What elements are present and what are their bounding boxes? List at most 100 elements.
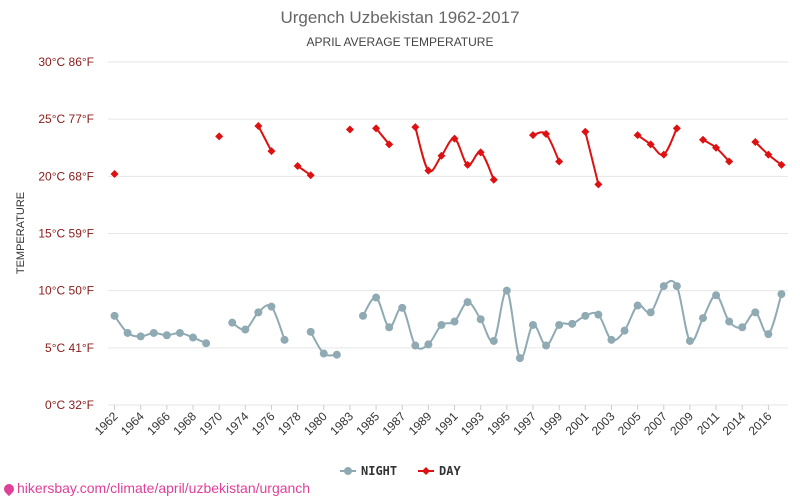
- data-point-day[interactable]: [725, 157, 734, 166]
- data-point-night[interactable]: [515, 354, 524, 363]
- watermark[interactable]: hikersbay.com/climate/april/uzbekistan/u…: [1, 480, 310, 497]
- data-point-night[interactable]: [594, 310, 603, 319]
- data-point-day[interactable]: [659, 150, 668, 159]
- data-point-day[interactable]: [110, 170, 119, 179]
- data-point-day[interactable]: [450, 134, 459, 143]
- x-tick-label: 1966: [144, 409, 173, 438]
- data-point-night[interactable]: [136, 332, 145, 341]
- data-point-night[interactable]: [319, 349, 328, 358]
- data-point-day[interactable]: [215, 132, 224, 141]
- data-point-day[interactable]: [476, 148, 485, 157]
- data-point-day[interactable]: [267, 147, 276, 156]
- data-point-night[interactable]: [437, 320, 446, 329]
- x-tick-label: 1991: [432, 409, 461, 438]
- data-point-night[interactable]: [228, 318, 237, 327]
- legend-item-day[interactable]: DAY: [418, 464, 461, 478]
- data-point-night[interactable]: [529, 320, 537, 329]
- data-point-day[interactable]: [372, 124, 381, 133]
- data-point-night[interactable]: [110, 311, 119, 320]
- data-point-day[interactable]: [463, 160, 472, 169]
- data-point-night[interactable]: [555, 320, 564, 329]
- data-point-night[interactable]: [385, 323, 394, 332]
- data-point-night[interactable]: [254, 308, 263, 317]
- data-point-day[interactable]: [633, 131, 642, 140]
- data-point-night[interactable]: [489, 336, 498, 345]
- data-point-day[interactable]: [646, 140, 655, 149]
- data-point-day[interactable]: [751, 138, 760, 147]
- data-point-day[interactable]: [489, 175, 498, 184]
- data-point-night[interactable]: [568, 319, 577, 328]
- x-tick-label: 1968: [170, 409, 199, 438]
- data-point-night[interactable]: [633, 301, 642, 310]
- data-point-night[interactable]: [189, 333, 197, 342]
- data-point-day[interactable]: [254, 122, 263, 131]
- data-point-night[interactable]: [241, 325, 250, 334]
- y-tick-label: 0°C 32°F: [45, 398, 94, 412]
- x-tick-label: 1980: [301, 409, 330, 438]
- data-point-night[interactable]: [777, 290, 786, 299]
- data-point-night[interactable]: [359, 311, 367, 320]
- data-point-day[interactable]: [699, 135, 707, 144]
- x-tick-label: 1989: [406, 409, 435, 438]
- data-point-day[interactable]: [437, 151, 446, 160]
- x-tick-label: 2007: [641, 409, 670, 438]
- x-tick-label: 1993: [458, 409, 487, 438]
- data-point-day[interactable]: [764, 150, 773, 159]
- x-tick-label: 1970: [196, 409, 225, 438]
- data-point-day[interactable]: [777, 160, 786, 169]
- data-point-night[interactable]: [764, 330, 773, 339]
- data-point-day[interactable]: [293, 162, 302, 171]
- legend-item-night[interactable]: NIGHT: [340, 464, 397, 478]
- data-point-day[interactable]: [672, 124, 681, 133]
- x-tick-label: 2011: [694, 409, 722, 437]
- data-point-day[interactable]: [345, 125, 354, 134]
- data-point-night[interactable]: [149, 328, 158, 337]
- data-point-day[interactable]: [385, 140, 394, 149]
- data-point-night[interactable]: [424, 340, 433, 349]
- data-point-day[interactable]: [555, 157, 564, 166]
- data-point-night[interactable]: [751, 308, 760, 317]
- x-tick-label: 1974: [223, 409, 252, 438]
- data-point-night[interactable]: [646, 308, 655, 317]
- x-tick-label: 1962: [92, 409, 121, 438]
- data-point-night[interactable]: [332, 350, 341, 359]
- data-point-night[interactable]: [476, 315, 485, 324]
- data-point-night[interactable]: [581, 311, 590, 320]
- data-point-night[interactable]: [620, 326, 629, 335]
- data-point-night[interactable]: [672, 282, 681, 291]
- data-point-day[interactable]: [594, 180, 603, 189]
- x-tick-label: 1983: [327, 409, 356, 438]
- data-point-night[interactable]: [398, 303, 407, 312]
- data-point-night[interactable]: [202, 339, 211, 348]
- data-point-night[interactable]: [607, 335, 616, 344]
- data-point-night[interactable]: [463, 298, 472, 307]
- x-tick-label: 2016: [746, 409, 775, 438]
- x-tick-label: 2005: [615, 409, 644, 438]
- data-point-night[interactable]: [542, 341, 551, 350]
- data-point-night[interactable]: [175, 328, 184, 337]
- data-point-day[interactable]: [581, 127, 590, 136]
- legend[interactable]: NIGHT DAY: [340, 464, 461, 478]
- series-day-line: [637, 127, 678, 157]
- data-point-night[interactable]: [725, 317, 734, 326]
- data-point-night[interactable]: [659, 282, 668, 291]
- data-point-day[interactable]: [712, 143, 721, 152]
- data-point-night[interactable]: [372, 293, 381, 302]
- data-point-day[interactable]: [411, 123, 420, 132]
- data-point-night[interactable]: [280, 335, 289, 344]
- data-point-night[interactable]: [267, 302, 276, 311]
- data-point-night[interactable]: [699, 314, 707, 323]
- data-point-night[interactable]: [712, 291, 721, 300]
- data-point-day[interactable]: [542, 130, 551, 139]
- data-point-night[interactable]: [306, 327, 315, 336]
- data-point-night[interactable]: [411, 341, 420, 350]
- data-point-night[interactable]: [685, 336, 694, 345]
- data-point-day[interactable]: [306, 171, 315, 180]
- data-point-night[interactable]: [162, 331, 171, 340]
- data-point-night[interactable]: [502, 286, 511, 295]
- data-point-night[interactable]: [123, 328, 132, 337]
- data-point-night[interactable]: [450, 317, 459, 326]
- data-point-day[interactable]: [424, 166, 433, 175]
- data-point-day[interactable]: [529, 131, 537, 140]
- data-point-night[interactable]: [738, 323, 747, 332]
